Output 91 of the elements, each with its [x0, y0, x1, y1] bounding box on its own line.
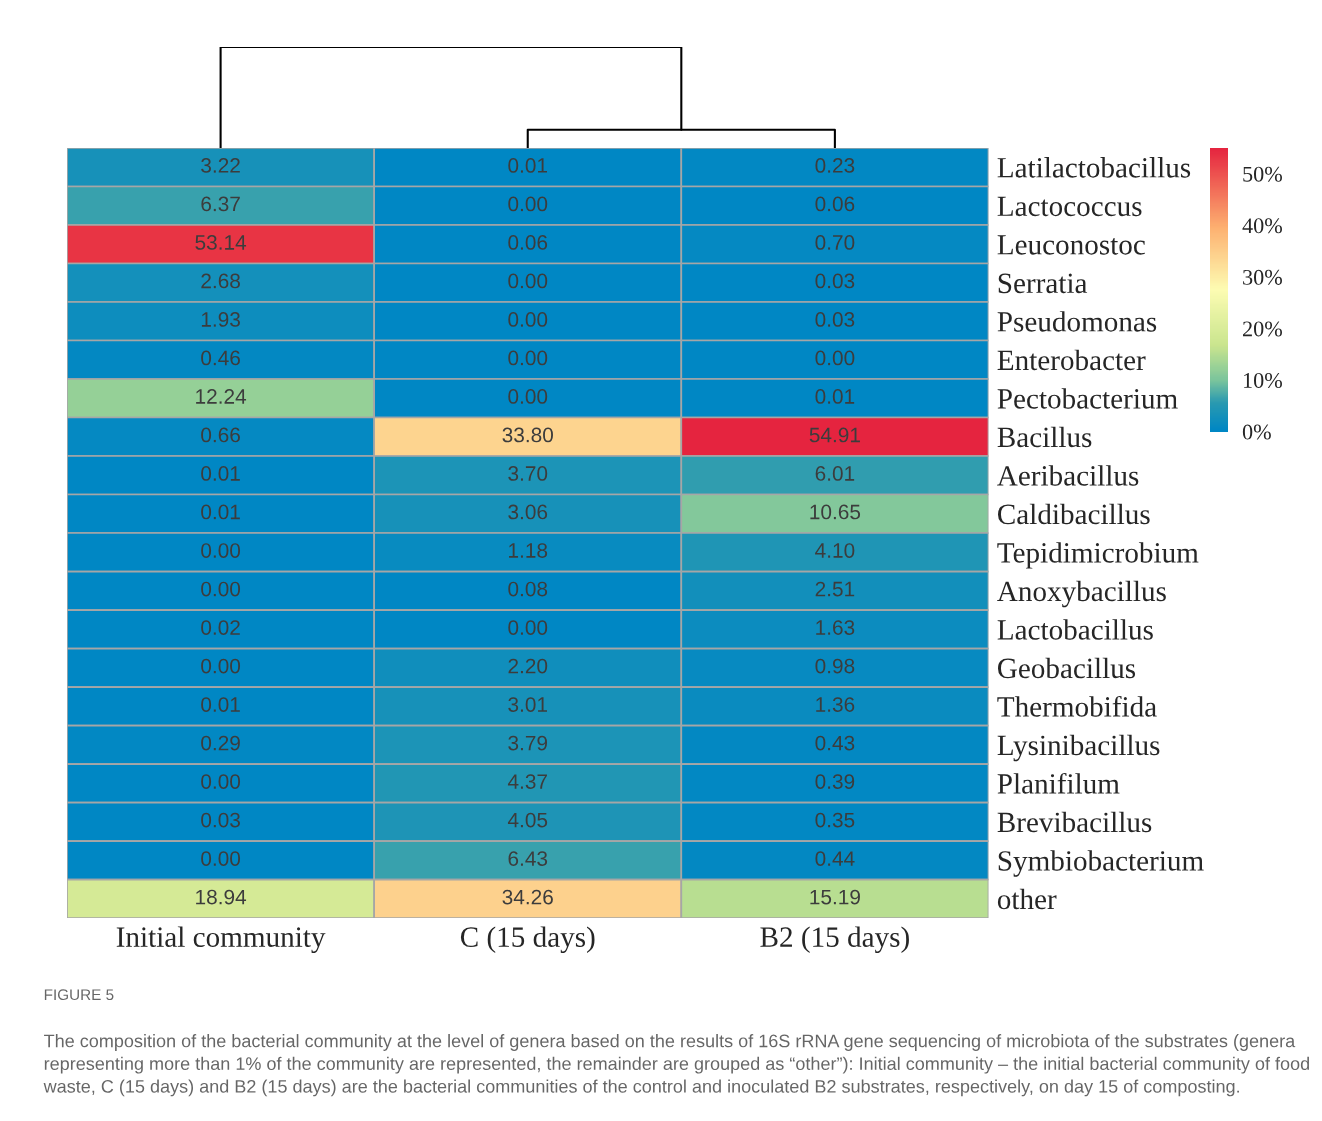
data-label: 15.19 — [810, 889, 860, 905]
color-bar-label: 10% — [1243, 372, 1282, 389]
data-label: 3.06 — [508, 504, 548, 520]
data-label: 3.01 — [508, 697, 547, 712]
data-label: 2.51 — [815, 581, 855, 597]
data-label: 6.37 — [201, 196, 240, 212]
data-label: 0.00 — [201, 581, 241, 597]
data-label: 0.00 — [201, 658, 241, 674]
y-tick-label: Thermobifida — [997, 695, 1157, 717]
data-label: 1.36 — [816, 697, 855, 712]
data-label: 0.01 — [201, 697, 240, 712]
data-label: 6.01 — [815, 466, 855, 481]
y-tick-label: Leuconostoc — [997, 235, 1145, 255]
data-label: 0.00 — [508, 389, 548, 404]
y-tick-label: Lactococcus — [997, 196, 1142, 217]
data-label: 34.26 — [502, 889, 553, 905]
data-label: 0.66 — [201, 427, 240, 443]
data-label: 0.00 — [508, 312, 548, 327]
data-label: 53.14 — [195, 235, 247, 250]
data-label: 3.70 — [508, 466, 548, 481]
y-tick-label: Anoxybacillus — [997, 580, 1166, 608]
y-tick-label: Aeribacillus — [997, 465, 1139, 486]
color-bar-label: 40% — [1242, 218, 1282, 234]
y-tick-label: Lysinibacillus — [997, 734, 1160, 762]
data-label: 0.29 — [201, 735, 240, 751]
data-label: 0.98 — [815, 658, 855, 674]
y-tick-label: Latilactobacillus — [997, 157, 1191, 178]
x-tick-label: B2 (15 days) — [760, 926, 909, 953]
y-tick-label: Lactobacillus — [997, 619, 1153, 640]
data-label: 6.43 — [508, 851, 548, 866]
data-label: 0.03 — [201, 812, 240, 828]
data-label: 3.79 — [508, 735, 548, 751]
data-label: 1.18 — [509, 543, 548, 558]
x-tick-label: Initial community — [116, 926, 326, 953]
data-label: 0.43 — [815, 735, 855, 751]
color-bar-label: 20% — [1243, 321, 1282, 337]
text: The composition of the bacterial community at the level of genera based on the results of 16S rRNA gene sequencing of microbiota of the substrates (genera representing more than 1% of the community are represented, the remainder are grouped as “other”): Initial community – the initial bacterial community of food waste, C (15 days) and B2 (15 days) are the bacterial communities of the control and inoculated B2 substrates, respectively, on day 15 of composting. — [43, 1034, 1309, 1097]
data-label: 0.01 — [201, 504, 240, 520]
data-label: 0.02 — [201, 620, 240, 635]
data-label: 0.00 — [815, 350, 855, 366]
color-bar-label: 50% — [1243, 166, 1282, 182]
data-label: 4.10 — [815, 543, 855, 558]
data-label: 4.37 — [507, 774, 547, 789]
data-label: 0.03 — [815, 312, 855, 327]
data-label: 0.00 — [508, 620, 548, 635]
data-label: 0.00 — [201, 543, 241, 558]
y-tick-label: Caldibacillus — [997, 503, 1150, 525]
data-label: 0.08 — [508, 581, 548, 597]
color-bar-label: 30% — [1243, 269, 1282, 285]
data-label: 12.24 — [196, 389, 247, 404]
data-label: 10.65 — [810, 504, 861, 520]
data-label: 0.00 — [201, 774, 241, 789]
data-label: 0.01 — [815, 389, 855, 404]
data-label: 18.94 — [196, 889, 247, 905]
y-tick-label: Pectobacterium — [997, 388, 1178, 409]
data-label: 0.70 — [815, 235, 855, 250]
data-label: 33.80 — [502, 427, 553, 443]
data-label: 0.06 — [815, 196, 855, 212]
y-tick-label: Enterobacter — [997, 349, 1146, 371]
data-label: 0.35 — [815, 812, 855, 828]
data-label: 0.06 — [508, 235, 548, 250]
data-label: 0.23 — [815, 158, 855, 173]
y-tick-label: Brevibacillus — [997, 811, 1152, 833]
y-tick-label: Tepidimicrobium — [997, 542, 1199, 569]
data-label: 3.22 — [201, 158, 240, 173]
data-label: 0.00 — [508, 196, 548, 212]
data-label: 0.00 — [201, 851, 241, 866]
data-label: 0.01 — [508, 158, 547, 173]
data-label: 54.91 — [809, 427, 860, 443]
data-label: 1.93 — [201, 312, 240, 327]
data-label: 4.05 — [507, 812, 548, 828]
color-bar-label: 0% — [1242, 424, 1271, 440]
y-tick-label: Serratia — [998, 273, 1088, 294]
data-label: 0.03 — [815, 273, 855, 289]
data-label: 0.01 — [201, 466, 240, 481]
data-label: 1.63 — [816, 620, 855, 635]
data-label: 0.00 — [508, 350, 548, 366]
x-tick-label: C (15 days) — [460, 926, 595, 953]
y-tick-label: Pseudomonas — [997, 311, 1157, 332]
data-label: 0.39 — [815, 774, 855, 789]
y-tick-label: Symbiobacterium — [998, 850, 1204, 877]
caption: FIGURE 5 — [44, 989, 114, 1001]
y-tick-label: Bacillus — [997, 426, 1092, 448]
y-tick-label: Planifilum — [997, 772, 1120, 794]
y-tick-label: other — [997, 888, 1057, 910]
data-label: 0.46 — [201, 350, 240, 366]
data-label: 0.44 — [815, 851, 855, 866]
data-label: 2.68 — [201, 273, 240, 289]
data-label: 0.00 — [508, 273, 548, 289]
data-label: 2.20 — [508, 658, 548, 674]
y-tick-label: Geobacillus — [997, 657, 1136, 679]
